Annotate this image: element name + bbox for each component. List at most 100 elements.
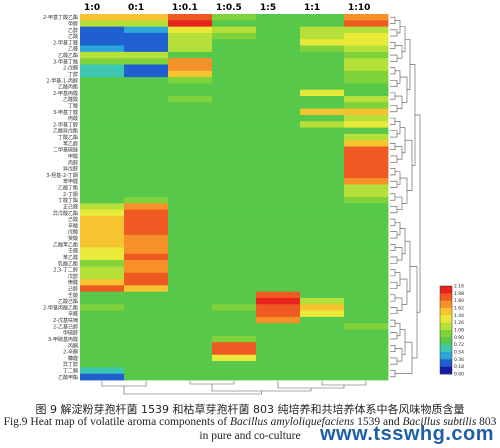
heatmap-cell: [256, 361, 301, 368]
heatmap-cell: [300, 96, 345, 103]
heatmap-cell: [256, 20, 301, 28]
heatmap-cell: [300, 266, 345, 274]
heatmap-cell: [80, 373, 125, 381]
heatmap-cell: [300, 297, 345, 305]
heatmap-cell: [124, 96, 169, 103]
heatmap-cell: [168, 335, 213, 343]
row-label: 乙酸乙酯: [58, 52, 78, 59]
dendrogram-branch: [390, 92, 396, 100]
dendrogram-branch: [390, 332, 398, 340]
heatmap-cell: [124, 323, 169, 330]
heatmap-cell: [344, 184, 389, 192]
heatmap-cell: [344, 14, 389, 21]
heatmap-cell: [212, 241, 257, 248]
heatmap-cell: [168, 102, 213, 110]
heatmap-cell: [124, 316, 169, 324]
heatmap-cell: [124, 190, 169, 198]
heatmap-cell: [212, 127, 257, 135]
heatmap-cell: [124, 89, 169, 97]
row-label: 乙酸苯乙酯: [53, 241, 78, 248]
heatmap-cell: [80, 102, 125, 110]
heatmap-cell: [124, 32, 169, 40]
heatmap-cell: [124, 51, 169, 59]
heatmap-cell: [212, 184, 257, 192]
row-label: 3-甲基丁酸: [53, 58, 78, 65]
heatmap-cell: [300, 190, 345, 198]
row-label: 2-戊基呋喃: [53, 317, 78, 324]
heatmap-cell: [168, 228, 213, 236]
heatmap-cell: [344, 197, 389, 204]
row-label: 甲酸: [68, 153, 78, 160]
row-label: 壬醛: [68, 248, 78, 255]
row-label: 苯乙醛: [63, 254, 78, 261]
heatmap-cell: [168, 152, 213, 160]
heatmap-cell: [212, 39, 257, 46]
column-label: 1:1: [304, 3, 320, 13]
heatmap-cell: [124, 159, 169, 166]
column-label: 0:1: [128, 3, 144, 13]
dendrogram-branch: [395, 196, 403, 210]
row-label: 丁酸丁酯: [58, 197, 78, 204]
row-label: 2-甲基丁酸乙酯: [43, 14, 78, 21]
heatmap-cell: [256, 297, 301, 305]
legend-swatch: [440, 322, 452, 331]
heatmap-cell: [212, 260, 257, 267]
heatmap-cell: [344, 228, 389, 236]
row-label: 乙醇: [68, 27, 78, 34]
heatmap-cell: [124, 279, 169, 286]
heatmap-cell: [256, 133, 301, 141]
dendrogram-branch: [390, 231, 398, 239]
heatmap-cell: [344, 241, 389, 248]
heatmap-cell: [212, 58, 257, 65]
heatmap-cell: [344, 272, 389, 280]
heatmap-cell: [344, 234, 389, 242]
heatmap-cell: [212, 291, 257, 299]
heatmap-cell: [212, 304, 257, 311]
dendrogram-branch: [410, 64, 416, 166]
heatmap-cell: [344, 367, 389, 375]
heatmap-cell: [168, 108, 213, 116]
heatmap-cell: [300, 178, 345, 185]
dendrogram-branch: [390, 180, 398, 188]
heatmap-cell: [344, 304, 389, 311]
heatmap-cell: [344, 215, 389, 223]
heatmap-cell: [212, 121, 257, 128]
dendrogram-branch: [390, 357, 398, 365]
heatmap-cell: [256, 102, 301, 110]
heatmap-cell: [212, 373, 257, 381]
heatmap-cell: [168, 234, 213, 242]
row-label: 丙酸: [68, 115, 78, 122]
heatmap-cell: [256, 190, 301, 198]
dendrogram-branch: [390, 256, 398, 264]
legend-tick-label: 0.00: [454, 372, 464, 378]
heatmap-cell: [212, 222, 257, 229]
heatmap-cell: [168, 58, 213, 65]
heatmap-cell: [212, 279, 257, 286]
heatmap-cell: [168, 348, 213, 356]
heatmap-cell: [344, 260, 389, 267]
heatmap-cell: [168, 114, 213, 122]
heatmap-cell: [344, 133, 389, 141]
heatmap-cell: [256, 310, 301, 318]
heatmap-cell: [168, 209, 213, 217]
heatmap-cell: [124, 140, 169, 147]
heatmap-cell: [168, 77, 213, 84]
heatmap-cell: [212, 285, 257, 293]
heatmap-cell: [344, 89, 389, 97]
heatmap-cell: [344, 190, 389, 198]
heatmap-cell: [80, 83, 125, 91]
heatmap-cell: [344, 26, 389, 34]
dendrogram-branch: [390, 130, 398, 138]
heatmap-cell: [256, 222, 301, 229]
legend-swatch: [440, 359, 452, 367]
heatmap-cell: [168, 184, 213, 192]
heatmap-cell: [212, 108, 257, 116]
heatmap-cell: [124, 83, 169, 91]
heatmap-cell: [300, 26, 345, 34]
legend-tick-label: 2.16: [454, 284, 464, 290]
heatmap-cell: [256, 121, 301, 128]
dendrogram-branch: [395, 95, 403, 109]
heatmap-cell: [80, 241, 125, 248]
heatmap-cell: [80, 114, 125, 122]
heatmap-cell: [124, 367, 169, 375]
